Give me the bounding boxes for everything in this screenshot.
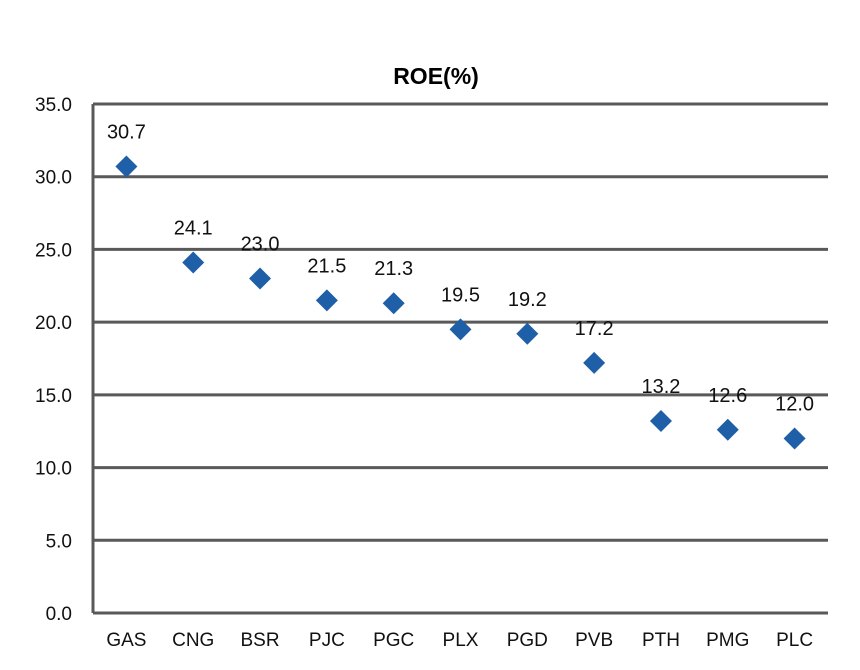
x-tick-label: PLX <box>443 630 479 651</box>
x-tick-labels: GAS CNG BSR PJC PGC PLX PGD PVB PTH PMG PLC <box>106 630 813 651</box>
gridlines <box>93 102 828 542</box>
data-label: 17.2 <box>575 318 614 340</box>
data-label: 19.5 <box>441 284 480 306</box>
data-point-marker <box>583 351 606 374</box>
y-tick-label: 30.0 <box>35 168 72 189</box>
x-tick-label: PTH <box>642 630 680 651</box>
data-points <box>115 155 806 450</box>
data-label: 12.6 <box>708 385 747 407</box>
axes <box>91 104 828 615</box>
data-label: 21.3 <box>374 258 413 280</box>
y-tick-label: 15.0 <box>35 386 72 407</box>
y-tick-label: 20.0 <box>35 313 72 334</box>
x-tick-label: PMG <box>706 630 749 651</box>
data-labels: 30.7 24.1 23.0 21.5 21.3 19.5 19.2 17.2 13.2 12.6… <box>107 122 814 416</box>
x-tick-label: PGD <box>507 630 548 651</box>
x-tick-label: PJC <box>309 630 345 651</box>
data-point-marker <box>115 155 138 178</box>
data-point-marker <box>783 427 806 450</box>
x-tick-label: PLC <box>776 630 813 651</box>
data-point-marker <box>716 418 739 441</box>
x-tick-label: PVB <box>575 630 613 651</box>
y-tick-label: 5.0 <box>46 531 72 552</box>
data-label: 24.1 <box>174 218 213 240</box>
data-point-marker <box>382 292 405 315</box>
y-tick-label: 25.0 <box>35 240 72 261</box>
x-tick-label: PGC <box>373 630 414 651</box>
data-label: 12.0 <box>775 393 814 415</box>
chart-title: ROE(%) <box>393 63 479 89</box>
data-label: 23.0 <box>241 234 280 256</box>
data-label: 30.7 <box>107 122 146 144</box>
y-tick-label: 0.0 <box>46 604 72 625</box>
data-point-marker <box>649 410 672 433</box>
x-tick-label: GAS <box>106 630 146 651</box>
data-point-marker <box>249 267 272 290</box>
data-point-marker <box>449 318 472 341</box>
data-point-marker <box>516 322 539 345</box>
x-tick-label: BSR <box>241 630 280 651</box>
data-label: 19.2 <box>508 289 547 311</box>
x-tick-label: CNG <box>172 630 214 651</box>
data-label: 21.5 <box>307 255 346 277</box>
data-label: 13.2 <box>641 376 680 398</box>
data-point-marker <box>315 289 338 312</box>
data-point-marker <box>182 251 205 274</box>
y-tick-labels: 0.0 5.0 10.0 15.0 20.0 25.0 30.0 35.0 <box>35 95 72 625</box>
y-tick-label: 10.0 <box>35 459 72 480</box>
y-tick-label: 35.0 <box>35 95 72 116</box>
